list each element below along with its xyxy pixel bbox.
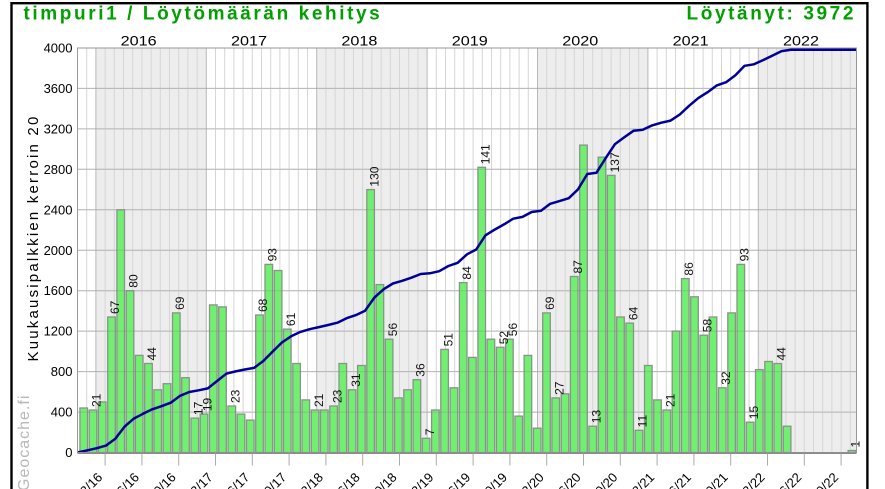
svg-text:2800: 2800 [44, 162, 73, 177]
svg-text:23: 23 [330, 389, 344, 403]
svg-text:21: 21 [312, 393, 326, 407]
svg-text:137: 137 [608, 152, 622, 172]
svg-text:Löytänyt: 3972: Löytänyt: 3972 [687, 4, 856, 25]
svg-text:15: 15 [747, 406, 761, 420]
svg-text:4000: 4000 [44, 41, 73, 56]
svg-text:3200: 3200 [44, 121, 73, 136]
svg-text:80: 80 [127, 274, 141, 288]
svg-text:68: 68 [256, 298, 270, 312]
svg-text:timpuri1 / Löytömäärän kehitys: timpuri1 / Löytömäärän kehitys [24, 4, 383, 25]
svg-text:56: 56 [386, 323, 400, 337]
svg-text:61: 61 [284, 312, 298, 326]
svg-text:130: 130 [367, 166, 381, 186]
svg-text:44: 44 [775, 347, 789, 361]
svg-text:23: 23 [229, 389, 243, 403]
svg-text:400: 400 [51, 405, 73, 420]
svg-text:2022: 2022 [783, 35, 819, 49]
svg-text:0: 0 [65, 445, 72, 460]
svg-text:21: 21 [90, 393, 104, 407]
svg-text:69: 69 [173, 296, 187, 310]
svg-text:19: 19 [201, 397, 215, 411]
svg-text:93: 93 [266, 248, 280, 262]
svg-text:2000: 2000 [44, 243, 73, 258]
svg-text:Geocache.fi: Geocache.fi [16, 395, 33, 489]
svg-text:1: 1 [849, 441, 863, 448]
svg-text:56: 56 [506, 323, 520, 337]
svg-text:Kuukausipalkkien kerroin 20: Kuukausipalkkien kerroin 20 [25, 114, 42, 361]
svg-text:1600: 1600 [44, 283, 73, 298]
svg-text:2400: 2400 [44, 202, 73, 217]
svg-text:2020: 2020 [562, 35, 598, 49]
svg-text:13: 13 [589, 410, 603, 424]
svg-text:51: 51 [441, 333, 455, 347]
svg-text:32: 32 [719, 371, 733, 385]
svg-text:2019: 2019 [452, 35, 488, 49]
svg-text:84: 84 [460, 266, 474, 280]
svg-text:52: 52 [497, 331, 511, 345]
svg-text:64: 64 [626, 306, 640, 320]
svg-text:11: 11 [636, 415, 650, 428]
svg-text:31: 31 [349, 373, 363, 387]
svg-text:58: 58 [701, 319, 715, 333]
svg-text:36: 36 [414, 363, 428, 377]
svg-text:87: 87 [571, 260, 585, 274]
svg-text:93: 93 [738, 248, 752, 262]
svg-text:67: 67 [108, 300, 122, 314]
svg-text:2017: 2017 [231, 35, 267, 49]
svg-text:2021: 2021 [673, 35, 709, 49]
svg-text:86: 86 [682, 262, 696, 276]
svg-text:21: 21 [664, 393, 678, 407]
svg-text:7: 7 [423, 428, 437, 435]
svg-text:3600: 3600 [44, 81, 73, 96]
svg-text:141: 141 [478, 144, 492, 164]
svg-text:44: 44 [145, 347, 159, 361]
svg-text:69: 69 [543, 296, 557, 310]
svg-text:2018: 2018 [341, 35, 377, 49]
svg-text:17: 17 [192, 401, 206, 415]
svg-text:27: 27 [552, 381, 566, 395]
svg-text:800: 800 [51, 364, 73, 379]
svg-text:1200: 1200 [44, 324, 73, 339]
svg-text:2016: 2016 [121, 35, 157, 49]
